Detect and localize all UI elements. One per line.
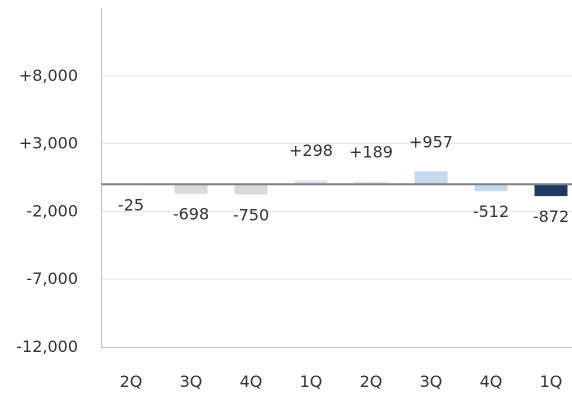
y-tick-label: +8,000 <box>19 66 78 85</box>
bar-6 <box>414 171 448 185</box>
bar-4 <box>294 180 328 185</box>
gridlines <box>101 75 572 280</box>
y-tick-label: -12,000 <box>16 337 78 356</box>
bar-7 <box>474 184 508 192</box>
x-category-label: 3Q <box>180 372 203 391</box>
data-label: -512 <box>473 202 509 221</box>
bar-8 <box>534 184 568 197</box>
bar-2 <box>174 184 208 194</box>
data-label: +957 <box>409 132 453 151</box>
bar-5 <box>354 181 388 185</box>
data-label: -698 <box>173 205 209 224</box>
x-category-label: 4Q <box>480 372 503 391</box>
x-category-label: 3Q <box>420 372 443 391</box>
y-tick-label: -2,000 <box>26 201 78 220</box>
x-category-label: 4Q <box>240 372 263 391</box>
bars <box>101 171 572 197</box>
x-category-label: 1Q <box>540 372 563 391</box>
x-category-label: 2Q <box>360 372 383 391</box>
data-label: +298 <box>289 141 333 160</box>
axes <box>101 8 572 348</box>
bar-3 <box>234 184 268 195</box>
x-category-label: 1Q <box>300 372 323 391</box>
data-label: -25 <box>118 196 144 215</box>
y-tick-label: -7,000 <box>26 269 78 288</box>
y-tick-label: +3,000 <box>19 134 78 153</box>
data-label: +189 <box>349 143 393 162</box>
data-label: -872 <box>533 207 569 226</box>
x-category-label: 2Q <box>120 372 143 391</box>
labels: +8,000 +3,000 -2,000 -7,000 -12,000 -25 2Q -698… <box>16 66 569 391</box>
data-label: -750 <box>233 205 269 224</box>
